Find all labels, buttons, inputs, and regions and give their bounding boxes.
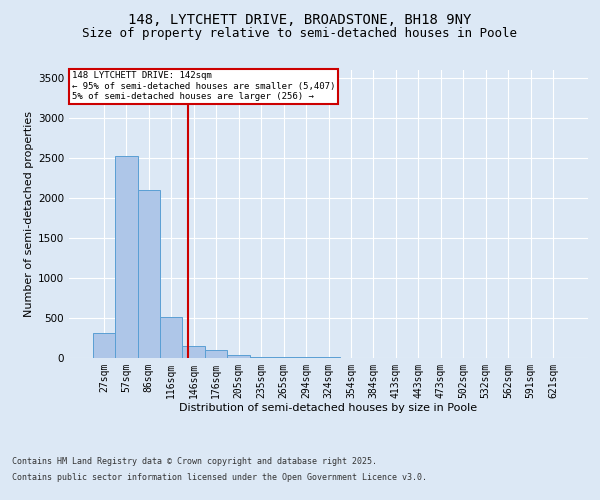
Text: 148 LYTCHETT DRIVE: 142sqm
← 95% of semi-detached houses are smaller (5,407)
5% : 148 LYTCHETT DRIVE: 142sqm ← 95% of semi… <box>71 72 335 101</box>
Bar <box>182 346 205 358</box>
Bar <box>92 332 115 357</box>
Bar <box>227 355 250 358</box>
Text: 148, LYTCHETT DRIVE, BROADSTONE, BH18 9NY: 148, LYTCHETT DRIVE, BROADSTONE, BH18 9N… <box>128 12 472 26</box>
Text: Contains public sector information licensed under the Open Government Licence v3: Contains public sector information licen… <box>12 472 427 482</box>
Text: Contains HM Land Registry data © Crown copyright and database right 2025.: Contains HM Land Registry data © Crown c… <box>12 458 377 466</box>
Bar <box>115 156 137 358</box>
Text: Size of property relative to semi-detached houses in Poole: Size of property relative to semi-detach… <box>83 28 517 40</box>
X-axis label: Distribution of semi-detached houses by size in Poole: Distribution of semi-detached houses by … <box>179 403 478 413</box>
Bar <box>137 190 160 358</box>
Bar <box>160 317 182 358</box>
Bar <box>205 350 227 358</box>
Y-axis label: Number of semi-detached properties: Number of semi-detached properties <box>24 111 34 317</box>
